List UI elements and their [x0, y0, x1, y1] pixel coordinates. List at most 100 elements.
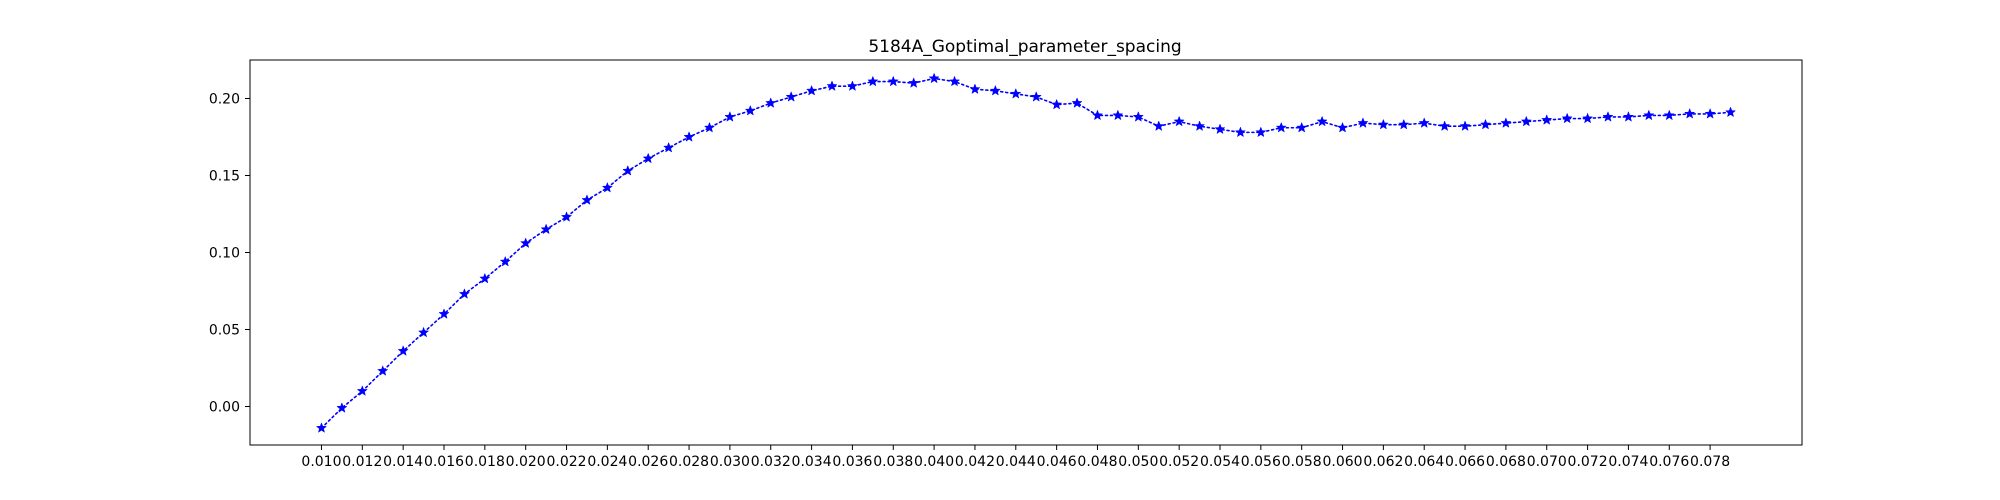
data-point	[581, 194, 593, 205]
data-point	[1500, 117, 1512, 128]
y-axis: 0.00 0.05 0.10 0.15 0.20	[209, 92, 250, 416]
data-point	[1234, 126, 1247, 138]
data-point	[1459, 120, 1471, 132]
data-point	[1071, 97, 1083, 108]
y-tick-label: 0.10	[209, 246, 240, 262]
x-tick-label: 0.010	[301, 454, 341, 470]
data-point	[1622, 111, 1635, 122]
data-point	[315, 422, 328, 433]
x-tick-label: 0.016	[424, 454, 464, 470]
x-tick-label: 0.032	[751, 454, 791, 470]
x-tick-label: 0.078	[1690, 454, 1730, 470]
x-tick-label: 0.060	[1322, 454, 1362, 470]
data-point	[1704, 107, 1716, 119]
x-tick-label: 0.054	[1200, 454, 1240, 470]
x-tick-label: 0.024	[587, 454, 627, 470]
y-tick-label: 0.00	[209, 400, 240, 416]
x-tick-label: 0.012	[342, 454, 382, 470]
data-point	[458, 288, 471, 299]
data-point	[1173, 115, 1185, 127]
data-point	[336, 402, 348, 413]
data-point	[479, 272, 491, 284]
x-tick-label: 0.050	[1118, 454, 1158, 470]
data-point	[826, 80, 838, 91]
data-point	[1479, 118, 1492, 130]
x-tick-label: 0.048	[1077, 454, 1117, 470]
data-point	[703, 121, 716, 133]
data-point	[1051, 98, 1063, 110]
data-point	[765, 97, 777, 108]
x-tick-label: 0.022	[546, 454, 586, 470]
x-tick-label: 0.074	[1608, 454, 1648, 470]
data-point	[1316, 115, 1328, 127]
data-point	[785, 91, 797, 102]
x-tick-label: 0.064	[1404, 454, 1444, 470]
y-tick-label: 0.15	[209, 169, 240, 185]
data-point	[397, 345, 409, 356]
data-point	[1581, 112, 1594, 124]
x-tick-label: 0.076	[1649, 454, 1689, 470]
data-point	[1541, 114, 1553, 125]
data-point	[846, 80, 859, 91]
x-tick-label: 0.066	[1445, 454, 1485, 470]
data-point	[867, 75, 879, 87]
data-point	[601, 181, 613, 193]
data-point	[908, 77, 920, 88]
data-point	[622, 164, 634, 176]
y-tick-label: 0.20	[209, 92, 240, 108]
x-tick-label: 0.026	[628, 454, 668, 470]
plot-area	[315, 72, 1737, 433]
x-tick-label: 0.036	[832, 454, 872, 470]
x-tick-label: 0.072	[1568, 454, 1608, 470]
x-tick-label: 0.014	[383, 454, 423, 470]
data-point	[1561, 112, 1573, 124]
x-tick-label: 0.068	[1486, 454, 1526, 470]
data-point	[1214, 123, 1226, 135]
data-point	[1132, 111, 1144, 122]
x-tick-label: 0.038	[873, 454, 913, 470]
data-point	[1520, 115, 1532, 127]
data-point	[1724, 106, 1737, 118]
x-tick-label: 0.042	[955, 454, 995, 470]
data-point	[969, 83, 981, 95]
x-tick-label: 0.030	[710, 454, 750, 470]
x-tick-label: 0.046	[1037, 454, 1077, 470]
data-point	[417, 326, 430, 338]
x-tick-label: 0.020	[506, 454, 546, 470]
x-tick-label: 0.058	[1282, 454, 1322, 470]
x-tick-label: 0.028	[669, 454, 709, 470]
data-point	[1010, 87, 1022, 99]
y-tick-label: 0.05	[209, 323, 240, 339]
data-point	[663, 141, 675, 153]
data-point	[1275, 121, 1287, 133]
data-point	[805, 84, 818, 96]
data-point	[1602, 111, 1614, 122]
data-point	[1418, 117, 1430, 128]
data-point	[1357, 117, 1369, 128]
data-point	[989, 84, 1001, 96]
x-tick-label: 0.040	[914, 454, 954, 470]
x-axis: 0.010 0.012 0.014 0.016 0.018 0.020 0.022 0.024…	[301, 445, 1730, 470]
data-point	[642, 152, 654, 164]
data-point	[1153, 120, 1165, 132]
data-point	[1684, 107, 1696, 119]
data-point	[724, 111, 736, 122]
data-point	[1439, 120, 1451, 132]
data-point	[356, 385, 368, 396]
data-point	[1030, 91, 1042, 102]
x-tick-label: 0.018	[465, 454, 505, 470]
data-point	[1112, 109, 1124, 121]
data-point	[499, 255, 511, 267]
data-point	[520, 237, 532, 249]
x-tick-label: 0.052	[1159, 454, 1199, 470]
data-point	[1663, 109, 1675, 121]
x-tick-label: 0.034	[792, 454, 832, 470]
data-point	[887, 75, 899, 87]
data-point	[683, 131, 695, 142]
data-point	[1255, 126, 1267, 138]
data-point	[948, 75, 961, 87]
x-tick-label: 0.062	[1363, 454, 1403, 470]
data-point	[1398, 118, 1410, 130]
series-line	[320, 77, 1732, 429]
x-tick-label: 0.044	[996, 454, 1036, 470]
